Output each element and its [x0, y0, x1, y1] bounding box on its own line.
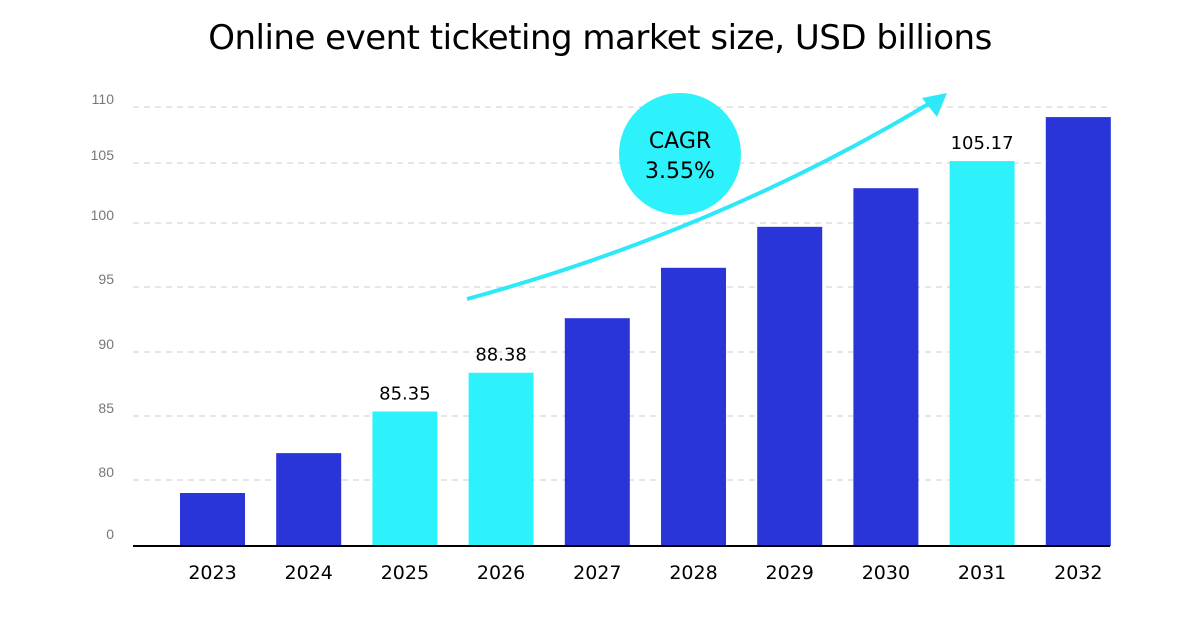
y-tick-label: 95	[98, 271, 114, 287]
bar-2030	[853, 188, 919, 546]
data-label: 85.35	[379, 384, 431, 405]
cagr-bubble	[619, 93, 741, 215]
y-tick-label: 90	[98, 336, 114, 352]
x-tick-label: 2026	[477, 562, 525, 584]
data-label: 88.38	[475, 345, 527, 366]
y-tick-label: 110	[92, 91, 115, 107]
x-tick-label: 2024	[285, 562, 333, 584]
bar-2028	[661, 267, 726, 546]
cagr-value: 3.55%	[645, 159, 715, 184]
bar-2027	[564, 318, 630, 546]
x-tick-label: 2027	[573, 562, 621, 584]
cagr-label: CAGR	[649, 129, 711, 154]
bar-2024	[276, 453, 342, 546]
x-tick-label: 2031	[958, 562, 1006, 584]
x-tick-label: 2029	[766, 562, 814, 584]
bar-2031	[949, 161, 1015, 546]
bar-2026	[468, 372, 534, 546]
x-tick-label: 2025	[381, 562, 429, 584]
x-tick-label: 2028	[669, 562, 717, 584]
y-tick-label: 85	[98, 400, 114, 416]
bar-2032	[1045, 117, 1111, 546]
y-tick-label: 0	[106, 526, 114, 542]
x-tick-label: 2030	[862, 562, 910, 584]
y-tick-label: 105	[91, 147, 115, 163]
bar-2023	[180, 493, 245, 546]
x-tick-label: 2032	[1054, 562, 1102, 584]
cagr-arrow	[466, 98, 937, 301]
data-label: 105.17	[951, 133, 1014, 154]
y-tick-label: 100	[91, 207, 115, 223]
chart-title: Online event ticketing market size, USD …	[208, 18, 992, 58]
arrow-head-icon	[922, 93, 947, 117]
y-tick-label: 80	[98, 464, 114, 480]
x-tick-label: 2023	[188, 562, 236, 584]
bar-2025	[372, 411, 438, 546]
bar-2029	[757, 226, 823, 546]
